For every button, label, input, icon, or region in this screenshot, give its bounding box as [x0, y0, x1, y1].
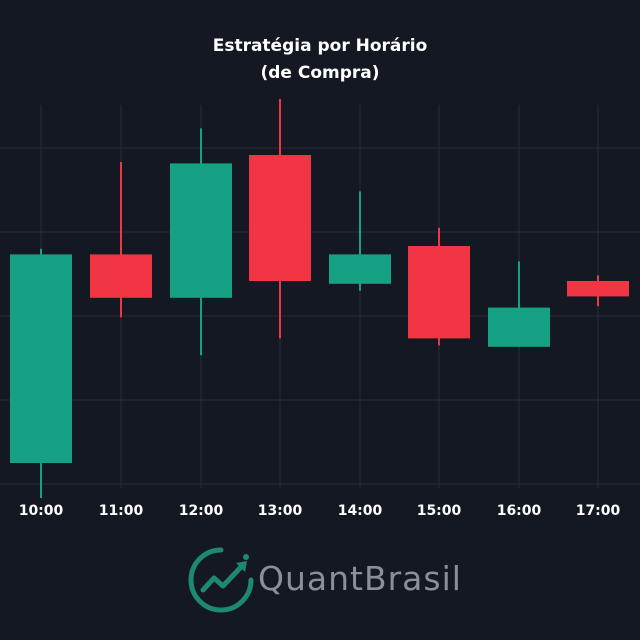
candle-1400 — [329, 191, 391, 291]
x-tick-label: 16:00 — [497, 503, 542, 519]
candle-1300 — [249, 99, 311, 339]
x-tick-label: 17:00 — [576, 503, 621, 519]
logo-text-quant: Quant — [258, 559, 364, 598]
candle-1600 — [488, 261, 550, 347]
growth-chart-icon — [188, 547, 254, 613]
candle-body — [488, 307, 550, 347]
x-tick-label: 13:00 — [258, 503, 303, 519]
candle-body — [249, 155, 311, 281]
candle-body — [408, 246, 470, 339]
chart-title: Estratégia por Horário (de Compra) — [0, 33, 640, 87]
quantbrasil-logo: QuantBrasil — [186, 545, 466, 615]
x-tick-label: 15:00 — [417, 503, 462, 519]
candle-body — [90, 254, 152, 298]
x-axis-labels: 10:00 11:00 12:00 13:00 14:00 15:00 16:00 17:00 — [19, 503, 621, 519]
x-tick-label: 10:00 — [19, 503, 64, 519]
candle-1000 — [10, 248, 72, 498]
logo-text-brasil: Brasil — [363, 559, 462, 598]
chart-title-main: Estratégia por Horário — [212, 36, 428, 56]
candle-body — [567, 281, 629, 297]
x-tick-label: 12:00 — [179, 503, 224, 519]
logo-wordmark: QuantBrasil — [258, 559, 462, 598]
candle-1200 — [170, 128, 232, 356]
candle-1700 — [567, 275, 629, 307]
x-tick-label: 14:00 — [338, 503, 383, 519]
candle-body — [329, 254, 391, 284]
candle-1500 — [408, 227, 470, 346]
chart-subtitle: (de Compra) — [260, 63, 380, 83]
candle-1100 — [90, 162, 152, 318]
candle-body — [10, 254, 72, 463]
candles — [10, 99, 629, 498]
x-tick-label: 11:00 — [99, 503, 144, 519]
candle-body — [170, 163, 232, 298]
